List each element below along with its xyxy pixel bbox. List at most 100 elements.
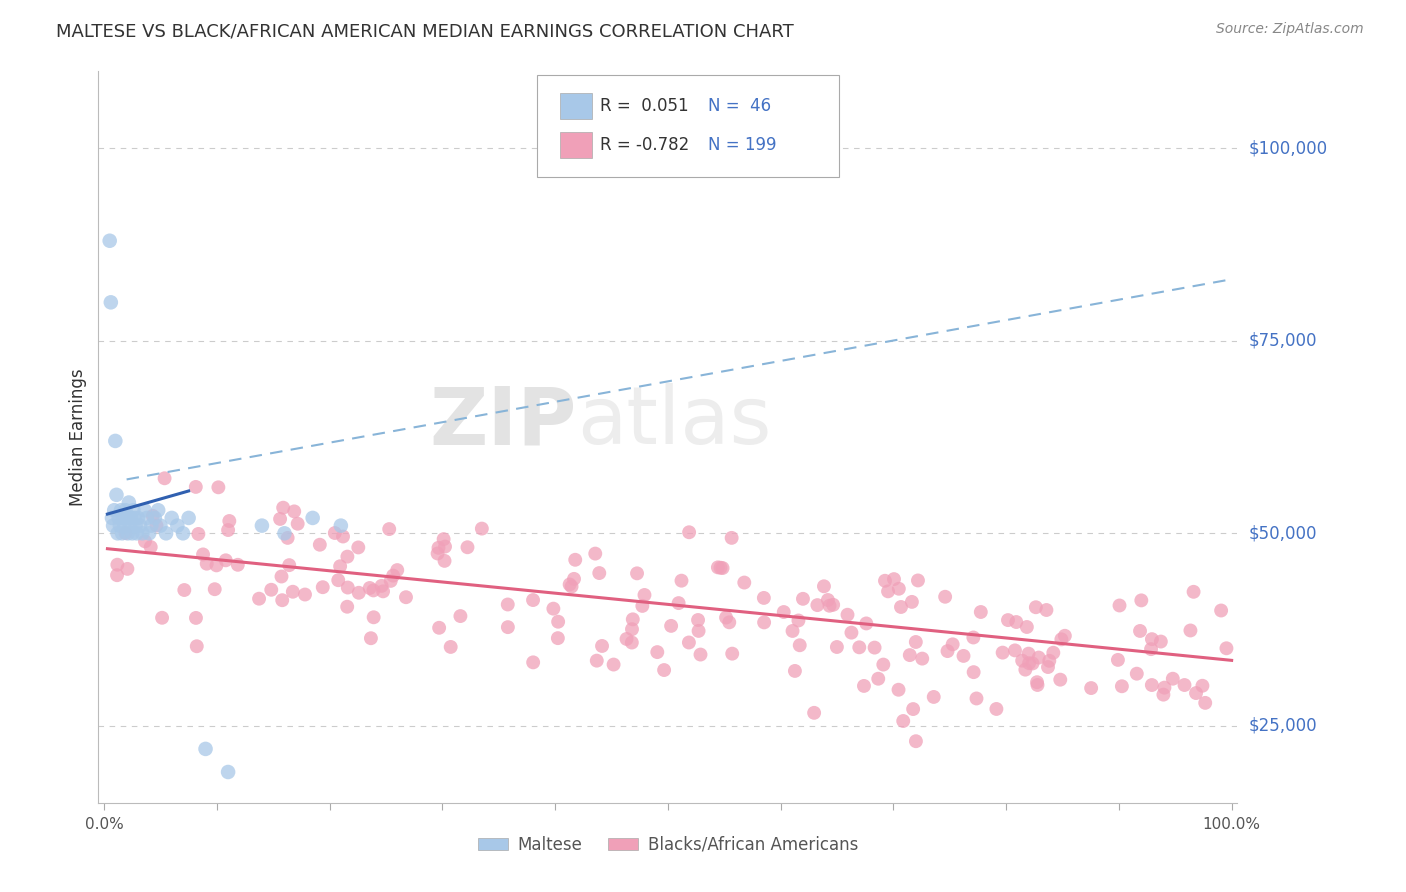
Point bbox=[278, 558, 301, 573]
Point bbox=[427, 621, 450, 635]
Point bbox=[1042, 646, 1064, 660]
Point bbox=[1194, 696, 1216, 710]
Point bbox=[270, 569, 292, 583]
Point bbox=[616, 632, 638, 646]
Point bbox=[720, 531, 742, 545]
Text: N =  46: N = 46 bbox=[707, 97, 770, 115]
Point bbox=[204, 582, 226, 597]
Point bbox=[962, 665, 984, 680]
Point bbox=[752, 591, 775, 605]
Point bbox=[631, 599, 654, 613]
Point bbox=[783, 664, 806, 678]
Point bbox=[347, 586, 370, 600]
Point bbox=[127, 511, 149, 525]
Point bbox=[153, 471, 176, 485]
Point bbox=[124, 518, 146, 533]
Point bbox=[359, 581, 381, 595]
Point bbox=[588, 566, 610, 580]
FancyBboxPatch shape bbox=[560, 132, 592, 158]
Text: R = -0.782: R = -0.782 bbox=[599, 136, 689, 154]
Point bbox=[271, 500, 294, 515]
Point bbox=[471, 522, 494, 536]
Point bbox=[711, 561, 734, 575]
Point bbox=[620, 622, 643, 636]
Point bbox=[873, 574, 896, 588]
Point bbox=[449, 609, 471, 624]
Point bbox=[380, 574, 402, 588]
Point bbox=[872, 657, 894, 672]
Point bbox=[281, 584, 304, 599]
Point bbox=[547, 631, 569, 645]
Point bbox=[1111, 679, 1133, 693]
Point bbox=[855, 616, 877, 631]
Point bbox=[825, 640, 848, 654]
Point bbox=[837, 607, 859, 622]
Point bbox=[818, 599, 841, 613]
Point bbox=[122, 503, 145, 517]
Point bbox=[678, 635, 700, 649]
Point bbox=[621, 612, 644, 626]
Point bbox=[125, 526, 148, 541]
Point bbox=[103, 503, 125, 517]
Point bbox=[602, 657, 624, 672]
Text: $100,000: $100,000 bbox=[1249, 139, 1327, 157]
Point bbox=[686, 613, 709, 627]
Point bbox=[645, 645, 668, 659]
Point bbox=[890, 599, 912, 614]
FancyBboxPatch shape bbox=[560, 94, 592, 119]
Legend: Maltese, Blacks/African Americans: Maltese, Blacks/African Americans bbox=[471, 829, 865, 860]
Point bbox=[118, 518, 141, 533]
Point bbox=[1049, 673, 1071, 687]
Point bbox=[433, 532, 456, 546]
Point bbox=[336, 581, 359, 595]
Point bbox=[1108, 599, 1130, 613]
Text: $50,000: $50,000 bbox=[1249, 524, 1317, 542]
Point bbox=[564, 553, 586, 567]
Point bbox=[898, 648, 921, 662]
Point bbox=[904, 734, 927, 748]
Point bbox=[585, 654, 607, 668]
Point bbox=[907, 574, 929, 588]
Point bbox=[173, 582, 195, 597]
Point bbox=[792, 591, 814, 606]
Point bbox=[911, 651, 934, 665]
Text: ZIP: ZIP bbox=[429, 384, 576, 461]
Point bbox=[1015, 620, 1038, 634]
Point bbox=[1025, 600, 1047, 615]
Point bbox=[496, 598, 519, 612]
Point bbox=[277, 531, 299, 545]
Point bbox=[108, 518, 131, 533]
Point bbox=[1182, 584, 1205, 599]
Point bbox=[1011, 654, 1033, 668]
Point bbox=[135, 511, 157, 525]
Point bbox=[970, 605, 993, 619]
Point bbox=[591, 639, 613, 653]
Point bbox=[360, 631, 382, 645]
Point bbox=[1152, 688, 1174, 702]
Point bbox=[689, 648, 711, 662]
Point bbox=[110, 503, 132, 517]
Point bbox=[217, 764, 239, 779]
Point bbox=[789, 638, 811, 652]
Point bbox=[709, 560, 731, 574]
Point bbox=[678, 525, 700, 540]
Point bbox=[1018, 656, 1040, 670]
Point bbox=[1038, 654, 1060, 668]
Point bbox=[496, 620, 519, 634]
Point bbox=[558, 577, 581, 591]
Point bbox=[707, 560, 730, 574]
Point bbox=[294, 588, 316, 602]
Point bbox=[191, 548, 214, 562]
Point bbox=[172, 526, 194, 541]
Point bbox=[308, 538, 330, 552]
Point bbox=[1053, 629, 1076, 643]
Point bbox=[901, 595, 924, 609]
Point bbox=[184, 611, 207, 625]
Text: atlas: atlas bbox=[576, 384, 770, 461]
Point bbox=[283, 504, 305, 518]
Point bbox=[247, 591, 270, 606]
Point bbox=[1185, 686, 1208, 700]
Point bbox=[1191, 679, 1213, 693]
Point bbox=[901, 702, 924, 716]
Point bbox=[332, 529, 354, 543]
